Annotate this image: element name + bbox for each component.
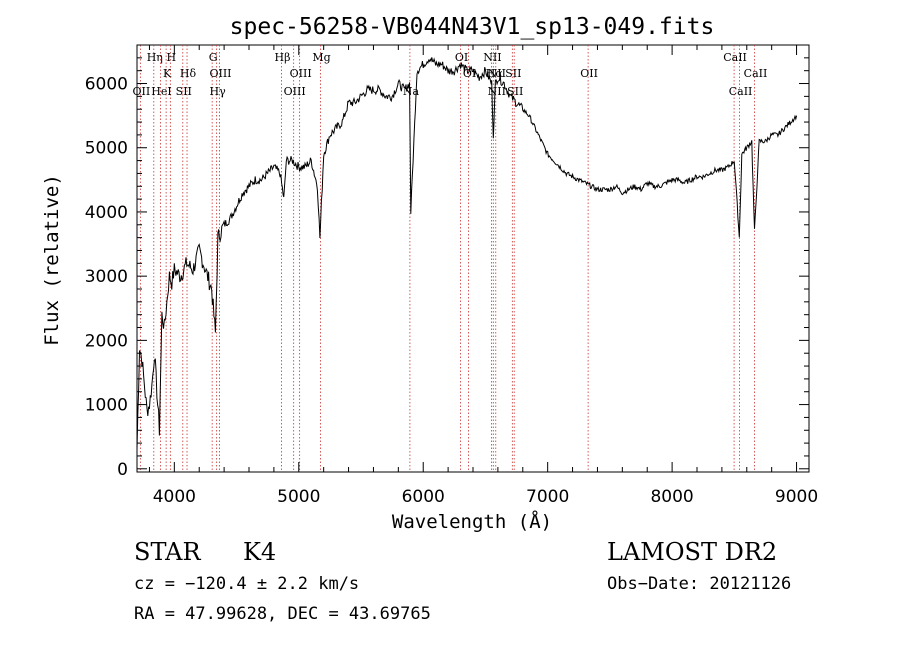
coordinates: RA = 47.99628, DEC = 43.69765 xyxy=(134,604,431,624)
x-tick-label: 4000 xyxy=(153,487,196,507)
line-label: NII xyxy=(483,51,501,64)
line-label: OII xyxy=(133,85,151,98)
line-label: G xyxy=(209,51,218,64)
line-label: OI xyxy=(463,67,476,80)
y-axis-ticks: 0 1000 2000 3000 4000 5000 6000 xyxy=(85,44,809,480)
x-tick-label: 7000 xyxy=(526,487,569,507)
y-tick-label: 2000 xyxy=(85,331,128,351)
line-label: OII xyxy=(580,67,598,80)
line-label: H xyxy=(167,51,177,64)
spectrum-line xyxy=(136,57,798,450)
line-label: OIII xyxy=(209,67,231,80)
y-tick-label: 6000 xyxy=(85,75,128,95)
line-markers xyxy=(139,45,755,472)
chart-title: spec-56258-VB044N43V1_sp13-049.fits xyxy=(230,14,715,40)
line-label: NII xyxy=(488,85,506,98)
redshift-readout: cz = −120.4 ± 2.2 km/s xyxy=(134,574,360,594)
y-tick-label: 3000 xyxy=(85,267,128,287)
plot-frame xyxy=(136,44,810,473)
line-label: Hδ xyxy=(180,67,197,80)
x-tick-label: 9000 xyxy=(775,487,818,507)
line-label: Hβ xyxy=(275,51,291,64)
line-label: CaII xyxy=(744,67,768,80)
x-tick-label: 5000 xyxy=(277,487,320,507)
x-tick-label: 6000 xyxy=(402,487,445,507)
line-label: HeI xyxy=(151,85,171,98)
x-tick-label: 8000 xyxy=(650,487,693,507)
line-label: Mg xyxy=(312,51,330,64)
line-label: OIII xyxy=(284,85,306,98)
line-label: Hα xyxy=(486,67,504,80)
y-axis-label: Flux (relative) xyxy=(41,174,63,346)
x-axis-label: Wavelength (Å) xyxy=(392,510,552,533)
obs-date: Obs−Date: 20121126 xyxy=(607,574,792,594)
object-class: STAR xyxy=(134,538,201,566)
y-tick-label: 5000 xyxy=(85,139,128,159)
line-label: Hγ xyxy=(210,85,227,98)
line-label: CaII xyxy=(729,85,753,98)
line-label: CaII xyxy=(723,51,747,64)
object-subclass: K4 xyxy=(243,538,277,566)
line-label: K xyxy=(163,67,172,80)
line-label: SII xyxy=(505,67,521,80)
y-tick-label: 0 xyxy=(117,460,128,480)
line-label: NII xyxy=(488,67,506,80)
x-axis-ticks: 4000 5000 6000 7000 8000 9000 xyxy=(148,45,818,507)
line-label: OI xyxy=(455,51,468,64)
line-label: Hη xyxy=(147,51,163,64)
survey-name: LAMOST DR2 xyxy=(607,538,778,566)
line-label: SII xyxy=(176,85,192,98)
y-tick-label: 1000 xyxy=(85,396,128,416)
y-tick-label: 4000 xyxy=(85,203,128,223)
line-label: OIII xyxy=(290,67,312,80)
